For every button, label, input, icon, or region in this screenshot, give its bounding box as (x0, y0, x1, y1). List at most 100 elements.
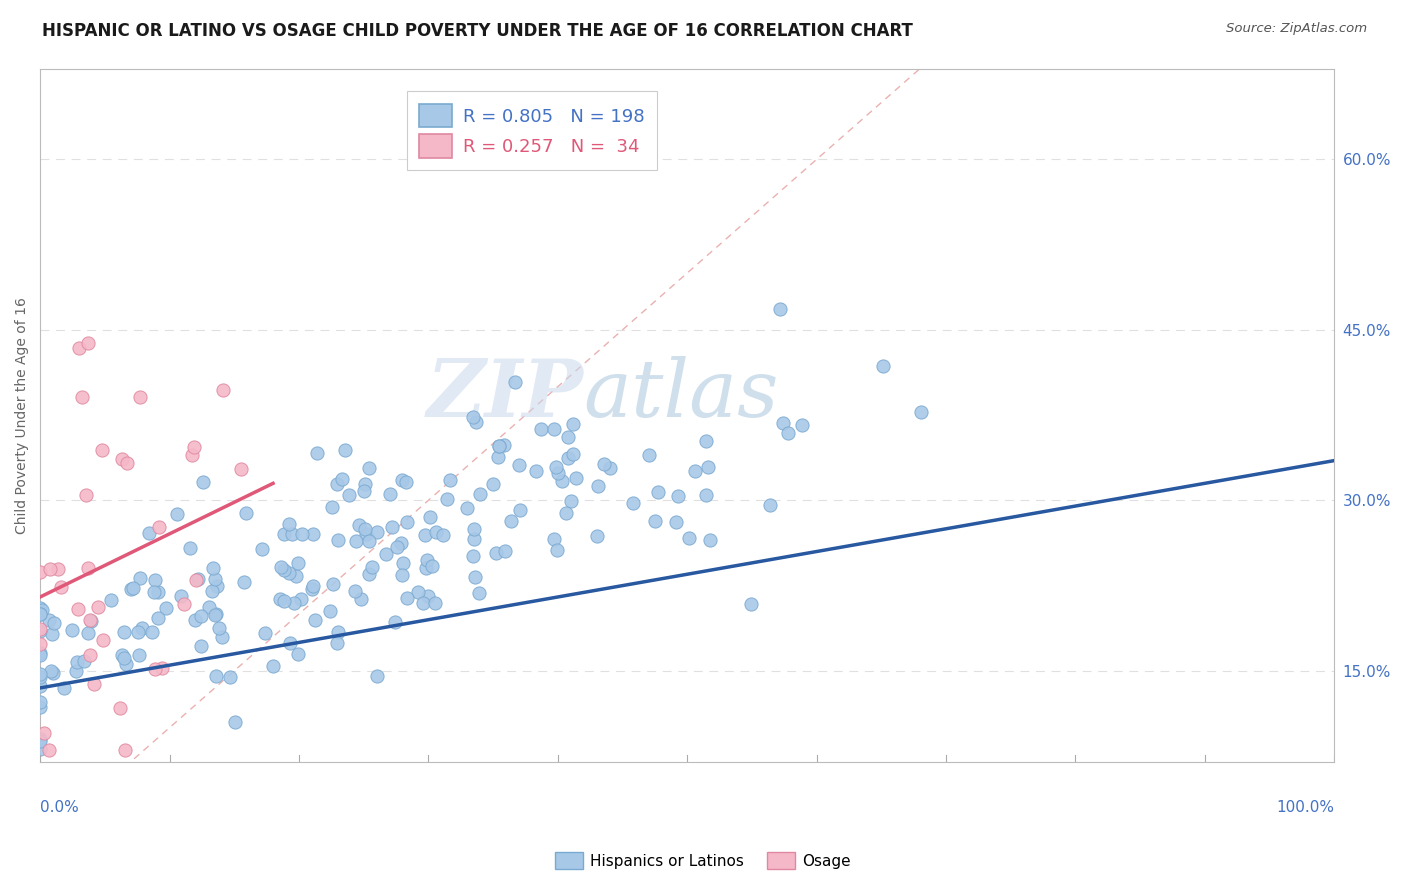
Point (269, 592, 291, 607)
Point (418, 590, 440, 604)
Point (326, 625, 349, 640)
Point (129, 571, 152, 585)
Point (111, 452, 134, 467)
Point (190, 609, 212, 624)
Point (83, 677, 105, 691)
Point (204, 607, 226, 621)
Point (184, 574, 207, 588)
Point (494, 438, 516, 452)
Point (391, 473, 413, 487)
Point (593, 457, 616, 471)
Point (114, 743, 136, 757)
Point (170, 590, 193, 604)
Point (30, 648, 52, 663)
Point (38, 613, 60, 627)
Point (287, 647, 309, 661)
Text: HISPANIC OR LATINO VS OSAGE CHILD POVERTY UNDER THE AGE OF 16 CORRELATION CHART: HISPANIC OR LATINO VS OSAGE CHILD POVERT… (42, 22, 912, 40)
Point (143, 662, 166, 676)
Point (285, 569, 308, 583)
Point (425, 524, 447, 539)
Point (772, 416, 794, 430)
Point (381, 520, 404, 534)
Point (482, 477, 505, 491)
Point (769, 301, 792, 316)
Point (204, 607, 226, 622)
Point (412, 596, 434, 610)
Point (111, 648, 134, 663)
Point (666, 489, 689, 503)
Point (87, 600, 110, 615)
Point (67, 341, 90, 355)
Point (463, 549, 485, 564)
Point (166, 507, 188, 521)
Point (66, 602, 89, 616)
Point (419, 510, 441, 524)
Point (456, 501, 478, 516)
Point (115, 457, 138, 471)
Point (413, 528, 436, 542)
Point (77, 561, 100, 575)
Point (395, 515, 418, 529)
Point (354, 522, 377, 536)
Point (273, 594, 295, 608)
Point (366, 669, 388, 683)
Point (30, 647, 52, 661)
Point (201, 584, 224, 599)
Point (30, 637, 52, 651)
Point (638, 448, 661, 462)
Point (193, 475, 215, 490)
Point (183, 441, 205, 455)
Point (325, 636, 347, 650)
Point (65, 655, 87, 669)
Point (41, 627, 63, 641)
Point (30, 734, 52, 748)
Point (30, 671, 52, 685)
Point (366, 524, 388, 539)
Point (190, 639, 212, 653)
Point (72, 390, 94, 404)
Point (599, 461, 621, 475)
Point (49, 580, 72, 594)
Point (647, 484, 669, 499)
Text: ZIP: ZIP (427, 356, 583, 434)
Point (291, 526, 314, 541)
Point (278, 516, 301, 531)
Point (39, 664, 62, 678)
Legend: R = 0.805   N = 198, R = 0.257   N =  34: R = 0.805 N = 198, R = 0.257 N = 34 (406, 91, 657, 170)
Point (488, 439, 510, 453)
Point (32, 726, 55, 740)
Point (560, 493, 582, 508)
Point (374, 547, 396, 561)
Point (30, 695, 52, 709)
Point (758, 498, 780, 512)
Point (80, 614, 103, 628)
Point (696, 460, 718, 475)
Point (465, 415, 488, 429)
Point (42, 615, 65, 630)
Point (187, 572, 209, 586)
Point (395, 475, 418, 489)
Y-axis label: Child Poverty Under the Age of 16: Child Poverty Under the Age of 16 (15, 297, 30, 533)
Point (872, 359, 894, 373)
Point (30, 679, 52, 693)
Text: 0.0%: 0.0% (41, 800, 79, 815)
Point (910, 405, 932, 419)
Point (30, 565, 52, 579)
Point (530, 422, 553, 436)
Point (384, 615, 406, 630)
Point (776, 426, 799, 441)
Point (205, 669, 228, 683)
Point (53, 681, 76, 695)
Point (141, 624, 163, 639)
Point (432, 528, 454, 542)
Point (250, 541, 273, 556)
Point (389, 536, 412, 550)
Point (301, 582, 323, 596)
Point (42, 665, 65, 680)
Point (155, 601, 177, 615)
Point (586, 479, 609, 493)
Text: Source: ZipAtlas.com: Source: ZipAtlas.com (1226, 22, 1367, 36)
Point (586, 529, 609, 543)
Point (319, 604, 342, 618)
Point (75, 488, 97, 502)
